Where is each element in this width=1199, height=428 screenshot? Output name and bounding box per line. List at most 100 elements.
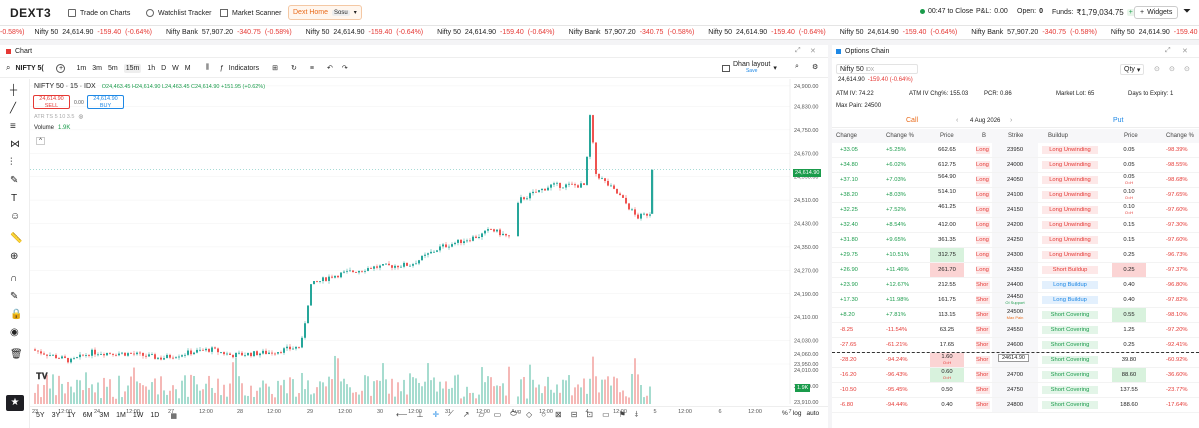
trendline-icon[interactable]: ╱	[10, 103, 17, 114]
magnet-icon[interactable]: ∩	[10, 273, 18, 284]
info-icon[interactable]: ⊙	[1184, 66, 1190, 73]
range-1W[interactable]: 1W	[132, 412, 144, 419]
call-price-cell[interactable]: 412.00	[930, 218, 964, 232]
timeframe-1h[interactable]: 1h	[147, 64, 156, 72]
oc-row[interactable]: +38.20 +8.03% 514.10 Long 24100 Long Unwindin…	[832, 188, 1199, 203]
call-price-cell[interactable]: 662.65	[930, 143, 964, 157]
oc-header-2[interactable]: Price	[940, 133, 954, 139]
settings-sliders-icon[interactable]: ≡	[309, 64, 314, 72]
oc-header-7[interactable]: Change %	[1166, 133, 1195, 139]
oc-row[interactable]: +31.80 +9.65% 361.35 Long 24250 Long Unwindin…	[832, 233, 1199, 248]
strike-cell[interactable]: 24050	[992, 173, 1038, 187]
arrow-tool-icon[interactable]: ↗	[462, 409, 470, 419]
strike-cell[interactable]: 24400	[992, 278, 1038, 292]
channel-tool-icon[interactable]: ▱	[478, 409, 485, 419]
strike-cell[interactable]: 24200	[992, 218, 1038, 232]
layout-save[interactable]: Save	[745, 68, 758, 74]
oc-row[interactable]: +37.10 +7.03% 564.90 Long 24050 Long Unwindin…	[832, 173, 1199, 188]
bell-icon[interactable]: ⏷	[1183, 6, 1191, 17]
search-icon[interactable]: ⌕	[6, 63, 11, 72]
range-3Y[interactable]: 3Y	[51, 412, 61, 419]
replay-icon[interactable]: ↻	[291, 65, 297, 72]
put-price-cell[interactable]: 0.15	[1112, 233, 1146, 247]
put-price-cell[interactable]: 1.25	[1112, 323, 1146, 337]
eye-icon[interactable]: ◉	[10, 327, 19, 338]
oc-row[interactable]: -8.25 -11.54% 63.25 Shor 24550 Short Covering…	[832, 323, 1199, 338]
put-price-cell[interactable]: 0.40	[1112, 293, 1146, 307]
horizontal-lines-icon[interactable]: ≡	[10, 121, 16, 132]
range-5Y[interactable]: 5Y	[36, 412, 45, 419]
sell-button[interactable]: 24,614.90 SELL	[33, 95, 70, 109]
nav-trade-on-charts[interactable]: Trade on Charts	[68, 7, 130, 19]
put-price-cell[interactable]: 0.15	[1112, 218, 1146, 232]
price-range-icon[interactable]: ⤈	[634, 409, 639, 418]
indicators-icon[interactable]: ƒ	[219, 64, 224, 72]
strike-cell[interactable]: 24700	[992, 368, 1038, 382]
indicators-button[interactable]: Indicators	[228, 64, 260, 72]
call-price-cell[interactable]: 212.55	[930, 278, 964, 292]
strike-cell[interactable]: 24800	[992, 398, 1038, 412]
zoom-in-icon[interactable]: ⊕	[10, 251, 19, 262]
widgets-button[interactable]: + Widgets	[1134, 6, 1179, 19]
measure-icon[interactable]: ⊡	[586, 409, 594, 419]
oc-row[interactable]: +23.90 +12.67% 212.55 Shor 24400 Long Buildup…	[832, 278, 1199, 293]
timeframe-5m[interactable]: 5m	[107, 64, 118, 72]
strike-cell[interactable]: 24350	[992, 263, 1038, 277]
call-price-cell[interactable]: 361.35	[930, 233, 964, 247]
ticker-item[interactable]: Nifty Bank 57,907.20 -340.75 (-0.58%)	[166, 29, 296, 36]
call-price-cell[interactable]: 0.40	[930, 398, 964, 412]
hline-tool-icon[interactable]: ⟵	[396, 409, 408, 419]
put-price-cell[interactable]: 137.55	[1112, 383, 1146, 397]
gear-icon[interactable]: ⚙	[812, 64, 819, 71]
strike-cell[interactable]: 24600	[992, 338, 1038, 352]
collapse-legend-icon[interactable]: ^	[36, 137, 45, 145]
oc-header-1[interactable]: Change %	[886, 133, 915, 139]
timeframe-1m[interactable]: 1m	[76, 64, 87, 72]
atr-indicator[interactable]: ATR TS 5 10 3.5 ◎	[34, 114, 83, 120]
put-price-cell[interactable]: 0.05 O=H	[1112, 173, 1146, 187]
pattern-icon[interactable]: ⋈	[10, 139, 20, 150]
popout-icon[interactable]: ⤢	[1165, 47, 1171, 54]
add-funds-icon[interactable]: +	[1126, 9, 1135, 16]
put-price-cell[interactable]: 0.05	[1112, 158, 1146, 172]
add-compare-icon[interactable]: +	[56, 63, 66, 73]
layout-selector[interactable]: Dhan layout Save ▾	[722, 61, 777, 75]
oc-row[interactable]: +34.80 +6.02% 612.75 Long 24000 Long Unwindin…	[832, 158, 1199, 173]
cross-tool-icon[interactable]: ✛	[432, 409, 440, 419]
timeframe-D[interactable]: D	[161, 64, 167, 72]
vline-tool-icon[interactable]: ⊥	[416, 409, 424, 419]
oc-row[interactable]: -6.80 -94.44% 0.40 Shor 24800 Short Covering 1…	[832, 398, 1199, 413]
oc-row[interactable]: -27.65 -61.21% 17.65 Shor 24600 Short Coverin…	[832, 338, 1199, 353]
symbol-search[interactable]: NIFTY 5(	[15, 64, 44, 72]
refresh-icon[interactable]: ⊙	[1169, 66, 1175, 73]
oc-header-3[interactable]: B	[982, 133, 987, 139]
oc-row[interactable]: +26.90 +11.46% 261.70 Long 24350 Short Buildu…	[832, 263, 1199, 278]
oc-row[interactable]: +33.05 +5.25% 662.65 Long 23950 Long Unwindin…	[832, 143, 1199, 158]
range-3M[interactable]: 3M	[99, 412, 110, 419]
put-price-cell[interactable]: 0.55	[1112, 308, 1146, 322]
strike-cell[interactable]: 24150	[992, 203, 1038, 217]
strike-cell[interactable]: 24500 Max Pain	[992, 308, 1038, 322]
diamond-tool-icon[interactable]: ◇	[526, 409, 533, 419]
ray-tool-icon[interactable]: ⟋	[448, 409, 454, 418]
strike-cell[interactable]: 24450 OI Support	[992, 293, 1038, 307]
ruler-icon[interactable]: 📏	[10, 233, 23, 244]
oc-row[interactable]: +32.40 +8.54% 412.00 Long 24200 Long Unwindin…	[832, 218, 1199, 233]
timeframe-15m[interactable]: 15m	[123, 63, 142, 73]
popout-icon[interactable]: ⤢	[795, 47, 801, 54]
text-tool-icon[interactable]: T	[11, 193, 18, 204]
call-price-cell[interactable]: 1.60 O=H	[930, 353, 964, 367]
put-price-cell[interactable]: 0.10 O=H	[1112, 203, 1146, 217]
range-1D[interactable]: 1D	[150, 412, 160, 419]
buy-button[interactable]: 24,614.90 BUY	[87, 95, 124, 109]
log-scale-button[interactable]: log	[792, 410, 802, 417]
ticker-item[interactable]: Nifty Bank 57,907.20 -340.75 (-0.58%)	[971, 29, 1101, 36]
strike-cell[interactable]: 24550	[992, 323, 1038, 337]
alert-icon[interactable]: ⊞	[272, 65, 278, 72]
camera-search-icon[interactable]: ⌕	[795, 63, 799, 70]
